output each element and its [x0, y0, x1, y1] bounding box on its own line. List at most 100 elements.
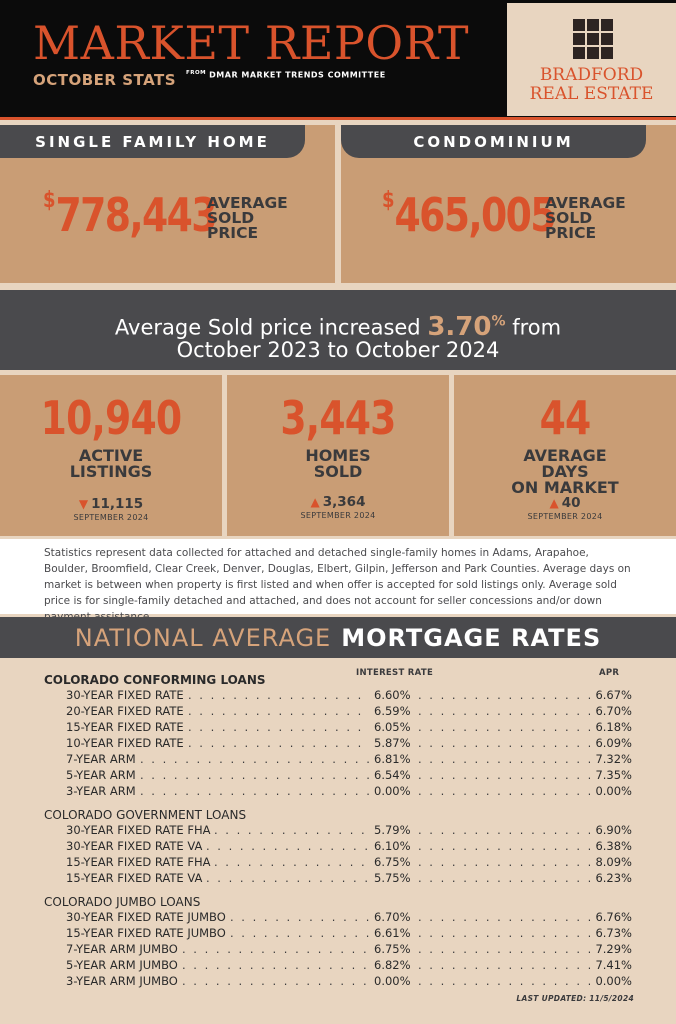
rate-row: 15-YEAR FIXED RATE FHA. . . . . . . . . … [66, 855, 632, 871]
heading-light: NATIONAL AVERAGE [74, 623, 332, 652]
loan-type: 7-YEAR ARM [66, 752, 136, 766]
rate-row: 30-YEAR FIXED RATE FHA. . . . . . . . . … [66, 823, 632, 839]
loan-type: 3-YEAR ARM [66, 784, 136, 798]
price-label-line1: AVERAGE [207, 194, 288, 212]
interest-rate: 6.60% [374, 688, 411, 702]
rate-row: 3-YEAR ARM JUMBO . . . . . . . . . . . . … [66, 974, 632, 990]
loan-type: 30-YEAR FIXED RATE [66, 688, 184, 702]
currency-symbol: $ [382, 188, 395, 213]
leader-dots: . . . . . . . . . . . . . . . . . . . . … [418, 688, 590, 702]
interest-rate: 6.70% [374, 910, 411, 924]
stat-previous-period: SEPTEMBER 2024 [300, 511, 376, 520]
loan-type: 20-YEAR FIXED RATE [66, 704, 184, 718]
apr: 6.38% [595, 839, 632, 853]
apr: 7.32% [595, 752, 632, 766]
leader-dots: . . . . . . . . . . . . . . . . . . . . … [188, 688, 370, 702]
leader-dots: . . . . . . . . . . . . . . . . . . . . … [418, 958, 590, 972]
banner-post: from [512, 315, 562, 340]
loan-type: 3-YEAR ARM JUMBO [66, 974, 178, 988]
loan-type: 5-YEAR ARM JUMBO [66, 958, 178, 972]
leader-dots: . . . . . . . . . . . . . . . . . . . . … [182, 958, 370, 972]
apr: 0.00% [595, 974, 632, 988]
stat-active-listings: 10,940 ACTIVE LISTINGS ▼ 11,115 SEPTEMBER… [0, 375, 222, 536]
single-family-tab: SINGLE FAMILY HOME [0, 125, 305, 158]
condo-tab: CONDOMINIUM [341, 125, 646, 158]
interest-rate: 6.10% [374, 839, 411, 853]
leader-dots: . . . . . . . . . . . . . . . . . . . . … [188, 736, 370, 750]
apr: 6.18% [595, 720, 632, 734]
leader-dots: . . . . . . . . . . . . . . . . . . . . … [418, 855, 590, 869]
interest-rate: 6.59% [374, 704, 411, 718]
interest-rate: 6.81% [374, 752, 411, 766]
down-triangle-icon: ▼ [78, 497, 89, 511]
apr: 6.76% [595, 910, 632, 924]
price-label-line1: AVERAGE [545, 194, 626, 212]
apr: 6.90% [595, 823, 632, 837]
leader-dots: . . . . . . . . . . . . . . . . . . . . … [418, 720, 590, 734]
leader-dots: . . . . . . . . . . . . . . . . . . . . … [140, 784, 370, 798]
leader-dots: . . . . . . . . . . . . . . . . . . . . … [140, 752, 370, 766]
leader-dots: . . . . . . . . . . . . . . . . . . . . … [214, 823, 370, 837]
header-divider [0, 117, 676, 120]
leader-dots: . . . . . . . . . . . . . . . . . . . . … [206, 871, 370, 885]
interest-rate: 5.87% [374, 736, 411, 750]
currency-symbol: $ [43, 188, 56, 213]
committee-credit: FROM DMAR MARKET TRENDS COMMITTEE [186, 70, 386, 80]
stat-previous-period: SEPTEMBER 2024 [527, 512, 603, 521]
apr: 7.29% [595, 942, 632, 956]
apr: 8.09% [595, 855, 632, 869]
leader-dots: . . . . . . . . . . . . . . . . . . . . … [418, 823, 590, 837]
logo-line1: BRADFORD [539, 65, 644, 85]
leader-dots: . . . . . . . . . . . . . . . . . . . . … [182, 974, 370, 988]
condo-price-label: AVERAGE SOLD PRICE [545, 194, 626, 241]
interest-rate: 6.75% [374, 942, 411, 956]
leader-dots: . . . . . . . . . . . . . . . . . . . . … [188, 704, 370, 718]
interest-rate-column-header: INTEREST RATE [356, 668, 434, 678]
report-title: MARKET REPORT [33, 16, 470, 70]
price-label-line3: PRICE [207, 224, 259, 242]
interest-rate: 0.00% [374, 784, 411, 798]
rate-row: 20-YEAR FIXED RATE . . . . . . . . . . . … [66, 704, 632, 720]
mortgage-rates-heading: NATIONAL AVERAGE MORTGAGE RATES [0, 617, 676, 658]
stat-label: HOMES SOLD [305, 446, 371, 481]
leader-dots: . . . . . . . . . . . . . . . . . . . . … [418, 926, 590, 940]
loan-type: 30-YEAR FIXED RATE FHA [66, 823, 211, 837]
leader-dots: . . . . . . . . . . . . . . . . . . . . … [214, 855, 370, 869]
leader-dots: . . . . . . . . . . . . . . . . . . . . … [418, 736, 590, 750]
interest-rate: 6.82% [374, 958, 411, 972]
interest-rate: 5.79% [374, 823, 411, 837]
heading-bold: MORTGAGE RATES [341, 623, 602, 652]
single-family-price-value: 778,443 [55, 188, 218, 242]
loan-type: 30-YEAR FIXED RATE VA [66, 839, 203, 853]
interest-rate: 6.05% [374, 720, 411, 734]
rate-row: 5-YEAR ARM JUMBO . . . . . . . . . . . . … [66, 958, 632, 974]
condo-price-value: 465,005 [394, 188, 557, 242]
leader-dots: . . . . . . . . . . . . . . . . . . . . … [418, 942, 590, 956]
stat-value: 44 [539, 391, 592, 445]
loan-type: 5-YEAR ARM [66, 768, 136, 782]
rate-row: 30-YEAR FIXED RATE . . . . . . . . . . . … [66, 688, 632, 704]
apr: 7.41% [595, 958, 632, 972]
rate-row: 15-YEAR FIXED RATE VA. . . . . . . . . .… [66, 871, 632, 887]
apr: 6.09% [595, 736, 632, 750]
banner-line1: Average Sold price increased 3.70% from [0, 310, 676, 340]
logo-line2: REAL ESTATE [529, 84, 654, 104]
interest-rate: 6.75% [374, 855, 411, 869]
price-label-line2: SOLD [545, 209, 593, 227]
rate-row: 30-YEAR FIXED RATE VA. . . . . . . . . .… [66, 839, 632, 855]
single-family-price: $778,443 [43, 190, 218, 239]
interest-rate: 6.61% [374, 926, 411, 940]
price-label-line2: SOLD [207, 209, 255, 227]
single-family-price-label: AVERAGE SOLD PRICE [207, 194, 288, 242]
stat-previous: ▼ 11,115 [78, 496, 144, 512]
apr: 6.67% [595, 688, 632, 702]
leader-dots: . . . . . . . . . . . . . . . . . . . . … [230, 910, 370, 924]
from-label: FROM [186, 70, 207, 76]
loan-type: 15-YEAR FIXED RATE FHA [66, 855, 211, 869]
rate-row: 5-YEAR ARM . . . . . . . . . . . . . . . … [66, 768, 632, 784]
bradford-logo: BRADFORD REAL ESTATE [507, 3, 676, 116]
disclaimer-text: Statistics represent data collected for … [0, 539, 676, 623]
stat-previous-period: SEPTEMBER 2024 [73, 513, 149, 522]
leader-dots: . . . . . . . . . . . . . . . . . . . . … [418, 768, 590, 782]
leader-dots: . . . . . . . . . . . . . . . . . . . . … [418, 871, 590, 885]
